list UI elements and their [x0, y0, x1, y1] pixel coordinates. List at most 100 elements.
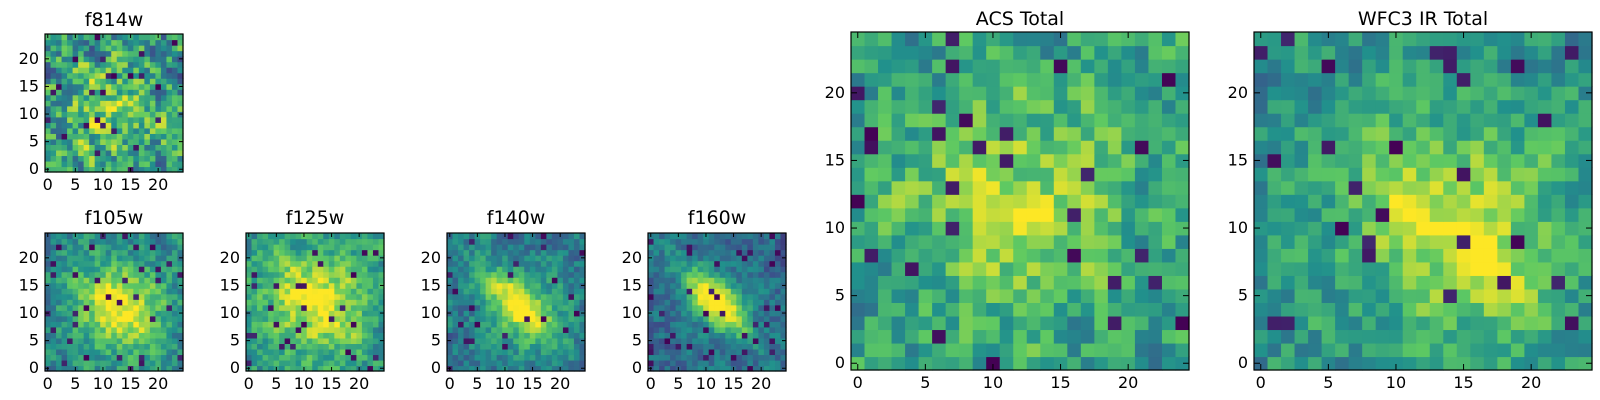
heatmap-cell	[166, 83, 173, 90]
heatmap-cell	[1443, 302, 1458, 317]
heatmap-cell	[317, 321, 324, 328]
heatmap-cell	[105, 359, 112, 367]
heatmap-cell	[1564, 221, 1580, 236]
heatmap-cell	[295, 233, 302, 240]
heatmap-cell	[306, 293, 313, 300]
heatmap-cell	[166, 144, 173, 151]
heatmap-cell	[257, 326, 264, 333]
heatmap-cell	[246, 238, 253, 245]
heatmap-cell	[67, 166, 74, 173]
heatmap-cell	[557, 321, 564, 328]
heatmap-cell	[918, 45, 933, 60]
heatmap-cell	[496, 271, 503, 278]
heatmap-cell	[56, 127, 63, 134]
heatmap-cell	[127, 50, 134, 57]
heatmap-cell	[780, 315, 787, 322]
heatmap-cell	[686, 260, 693, 267]
heatmap-cell	[166, 343, 173, 350]
heatmap-cell	[279, 282, 286, 289]
heatmap-cell	[719, 332, 726, 339]
heatmap-cell	[273, 359, 280, 367]
heatmap-cell	[50, 50, 57, 57]
heatmap-cell	[122, 127, 129, 134]
heatmap-cell	[1134, 342, 1150, 358]
heatmap-cell	[648, 266, 655, 273]
heatmap-cell	[94, 365, 101, 372]
heatmap-cell	[507, 293, 514, 300]
heatmap-cell	[144, 288, 151, 295]
heatmap-cell	[463, 348, 470, 356]
heatmap-cell	[1335, 342, 1350, 358]
heatmap-cell	[719, 343, 726, 350]
heatmap-cell	[1053, 140, 1068, 155]
heatmap-cell	[166, 166, 173, 173]
heatmap-cell	[1134, 153, 1150, 168]
heatmap-cell	[372, 332, 380, 339]
heatmap-cell	[111, 315, 118, 322]
heatmap-cell	[972, 315, 987, 331]
heatmap-cell	[89, 105, 96, 112]
heatmap-cell	[1375, 113, 1390, 128]
heatmap-cell	[111, 100, 118, 107]
heatmap-cell	[719, 315, 726, 322]
heatmap-cell	[1578, 248, 1593, 263]
heatmap-cell	[752, 293, 759, 300]
heatmap-cell	[972, 194, 987, 209]
heatmap-cell	[171, 138, 179, 145]
heatmap-cell	[171, 94, 179, 101]
heatmap-cell	[89, 83, 96, 90]
heatmap-cell	[551, 354, 558, 361]
heatmap-cell	[1053, 356, 1068, 371]
heatmap-cell	[61, 94, 68, 101]
heatmap-cell	[1510, 275, 1525, 290]
heatmap-cell	[1564, 180, 1580, 195]
heatmap-cell	[306, 326, 313, 333]
heatmap-cell	[752, 266, 759, 273]
heatmap-cell	[78, 359, 85, 367]
heatmap-cell	[94, 244, 101, 251]
heatmap-cell	[350, 277, 357, 284]
heatmap-cell	[1175, 32, 1190, 47]
heatmap-cell	[262, 260, 269, 267]
heatmap-cell	[518, 266, 525, 273]
heatmap-cell	[864, 113, 879, 128]
heatmap-cell	[752, 255, 759, 262]
heatmap-cell	[144, 266, 151, 273]
heatmap-cell	[447, 299, 454, 306]
heatmap-cell	[1348, 356, 1363, 371]
heatmap-cell	[149, 144, 156, 151]
y-tick-label: 0	[632, 358, 642, 377]
heatmap-cell	[573, 271, 581, 278]
heatmap-cell	[529, 359, 536, 367]
heatmap-cell	[686, 233, 693, 240]
heatmap-cell	[155, 255, 162, 262]
heatmap-cell	[535, 233, 542, 240]
heatmap-cell	[1510, 153, 1525, 168]
heatmap-cell	[686, 321, 693, 328]
heatmap-cell	[959, 234, 974, 249]
heatmap-cell	[747, 315, 754, 322]
heatmap-cell	[257, 260, 264, 267]
heatmap-cell	[89, 288, 96, 295]
heatmap-cell	[540, 277, 547, 284]
heatmap-cell	[579, 233, 586, 240]
heatmap-cell	[149, 304, 156, 311]
heatmap-cell	[155, 89, 162, 96]
heatmap-cell	[345, 288, 352, 295]
heatmap-cell	[166, 348, 173, 356]
heatmap-cell	[312, 321, 319, 328]
heatmap-cell	[568, 271, 575, 278]
heatmap-cell	[703, 277, 710, 284]
heatmap-cell	[262, 348, 269, 356]
heatmap-cell	[345, 354, 352, 361]
heatmap-cell	[122, 282, 129, 289]
heatmap-cell	[367, 326, 374, 333]
heatmap-cell	[891, 86, 906, 101]
heatmap-cell	[262, 337, 269, 344]
heatmap-cell	[653, 348, 660, 356]
heatmap-cell	[864, 167, 879, 182]
heatmap-cell	[111, 39, 118, 46]
heatmap-cell	[1443, 207, 1458, 222]
heatmap-cell	[905, 356, 920, 371]
heatmap-cell	[100, 122, 107, 129]
